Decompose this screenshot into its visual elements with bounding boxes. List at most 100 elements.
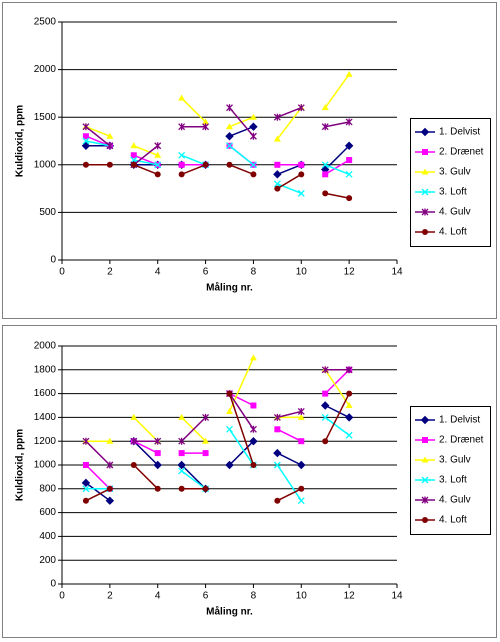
y-tick-label: 1200 xyxy=(34,436,57,447)
legend-label: 4. Loft xyxy=(439,515,467,526)
marker xyxy=(421,496,429,504)
y-axis-label: Kuldioxid, ppm xyxy=(15,429,26,501)
legend-label: 1. Delvist xyxy=(439,127,480,138)
marker xyxy=(322,171,329,178)
legend-label: 2. Drænet xyxy=(439,435,484,446)
marker xyxy=(297,497,305,505)
marker xyxy=(106,485,113,492)
marker xyxy=(106,161,113,168)
x-tick-label: 8 xyxy=(251,591,257,602)
marker xyxy=(202,437,210,444)
marker xyxy=(82,161,89,168)
marker xyxy=(82,485,90,493)
x-tick-label: 6 xyxy=(203,267,209,278)
series-line xyxy=(85,393,350,502)
marker xyxy=(130,152,137,159)
y-tick-label: 1500 xyxy=(34,112,57,123)
marker xyxy=(178,450,185,457)
marker xyxy=(106,437,114,444)
legend-label: 4. Loft xyxy=(439,227,467,238)
marker xyxy=(321,366,329,374)
marker xyxy=(322,438,329,445)
marker xyxy=(226,407,233,414)
marker xyxy=(82,137,90,145)
marker xyxy=(321,413,329,421)
marker xyxy=(106,142,114,150)
marker xyxy=(105,496,115,505)
y-tick-label: 1600 xyxy=(34,388,57,399)
marker xyxy=(297,413,305,420)
marker xyxy=(250,402,257,409)
marker xyxy=(273,170,282,179)
marker xyxy=(202,161,209,168)
x-tick-label: 12 xyxy=(344,267,356,278)
marker xyxy=(273,113,281,121)
marker xyxy=(154,161,162,169)
marker xyxy=(250,462,257,468)
x-tick-label: 6 xyxy=(203,591,209,602)
marker xyxy=(344,413,354,422)
marker xyxy=(345,431,353,439)
marker xyxy=(345,366,353,374)
marker xyxy=(322,390,329,397)
marker xyxy=(273,413,281,421)
marker xyxy=(154,171,161,178)
marker xyxy=(321,104,329,111)
marker xyxy=(274,185,281,192)
legend-label: 3. Loft xyxy=(439,475,467,486)
marker xyxy=(345,402,353,408)
series-line xyxy=(85,369,350,466)
marker xyxy=(178,94,186,101)
marker xyxy=(297,407,305,415)
x-axis-label: Måling nr. xyxy=(206,606,253,618)
series-line xyxy=(85,164,350,199)
marker xyxy=(421,476,429,484)
marker xyxy=(130,413,138,420)
marker xyxy=(178,467,186,475)
marker xyxy=(202,450,209,457)
marker xyxy=(82,123,90,131)
marker xyxy=(225,132,234,141)
marker xyxy=(345,70,353,77)
marker xyxy=(298,438,305,445)
marker xyxy=(154,485,161,492)
y-axis-label: Kuldioxid, ppm xyxy=(15,105,26,177)
y-tick-label: 200 xyxy=(39,555,56,566)
y-tick-label: 2000 xyxy=(34,341,57,352)
marker xyxy=(321,161,329,169)
x-tick-label: 12 xyxy=(344,591,356,602)
series-line xyxy=(85,140,350,195)
marker xyxy=(226,390,233,397)
marker xyxy=(249,122,258,131)
x-tick-label: 4 xyxy=(155,267,161,278)
marker xyxy=(273,448,282,458)
x-tick-label: 10 xyxy=(296,591,308,602)
legend-label: 2. Drænet xyxy=(439,147,484,158)
y-tick-label: 500 xyxy=(39,207,56,218)
x-tick-label: 2 xyxy=(107,267,113,278)
marker xyxy=(273,461,281,469)
marker xyxy=(82,462,89,468)
marker xyxy=(421,208,429,216)
x-tick-label: 10 xyxy=(296,267,308,278)
marker xyxy=(202,485,209,492)
marker xyxy=(297,104,305,112)
marker xyxy=(178,151,186,159)
marker xyxy=(202,123,210,131)
marker xyxy=(297,189,305,197)
marker xyxy=(202,118,210,125)
marker xyxy=(249,354,257,361)
y-tick-label: 1000 xyxy=(34,460,57,471)
marker xyxy=(422,229,428,235)
marker xyxy=(225,460,234,470)
marker xyxy=(249,161,257,169)
legend-label: 3. Gulv xyxy=(439,455,471,466)
legend-label: 4. Gulv xyxy=(439,207,471,218)
marker xyxy=(226,104,233,112)
marker xyxy=(297,460,306,470)
marker xyxy=(226,161,233,168)
marker xyxy=(81,141,91,150)
marker xyxy=(420,415,430,425)
marker xyxy=(178,161,185,168)
marker xyxy=(177,460,186,470)
